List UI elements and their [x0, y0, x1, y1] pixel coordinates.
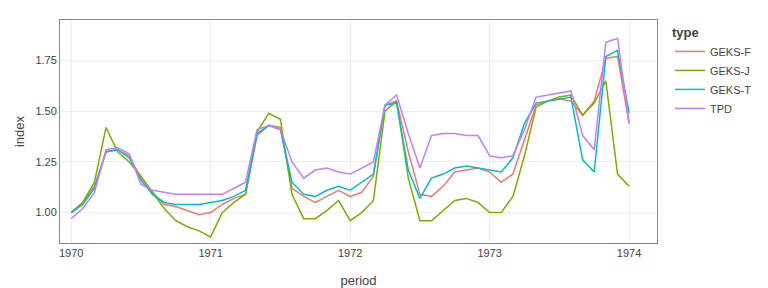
svg-text:1.25: 1.25: [35, 156, 56, 168]
svg-text:GEKS-J: GEKS-J: [710, 65, 750, 77]
svg-text:1.50: 1.50: [35, 105, 56, 117]
svg-text:TPD: TPD: [710, 103, 732, 115]
svg-text:period: period: [340, 273, 376, 288]
svg-text:1970: 1970: [59, 247, 83, 259]
svg-text:1971: 1971: [198, 247, 222, 259]
svg-text:index: index: [12, 115, 27, 147]
svg-text:1973: 1973: [477, 247, 501, 259]
svg-text:GEKS-F: GEKS-F: [710, 46, 751, 58]
svg-text:type: type: [672, 25, 699, 40]
svg-text:1.00: 1.00: [35, 206, 56, 218]
svg-text:1974: 1974: [617, 247, 641, 259]
svg-text:GEKS-T: GEKS-T: [710, 84, 751, 96]
svg-text:1972: 1972: [338, 247, 362, 259]
svg-text:1.75: 1.75: [35, 54, 56, 66]
